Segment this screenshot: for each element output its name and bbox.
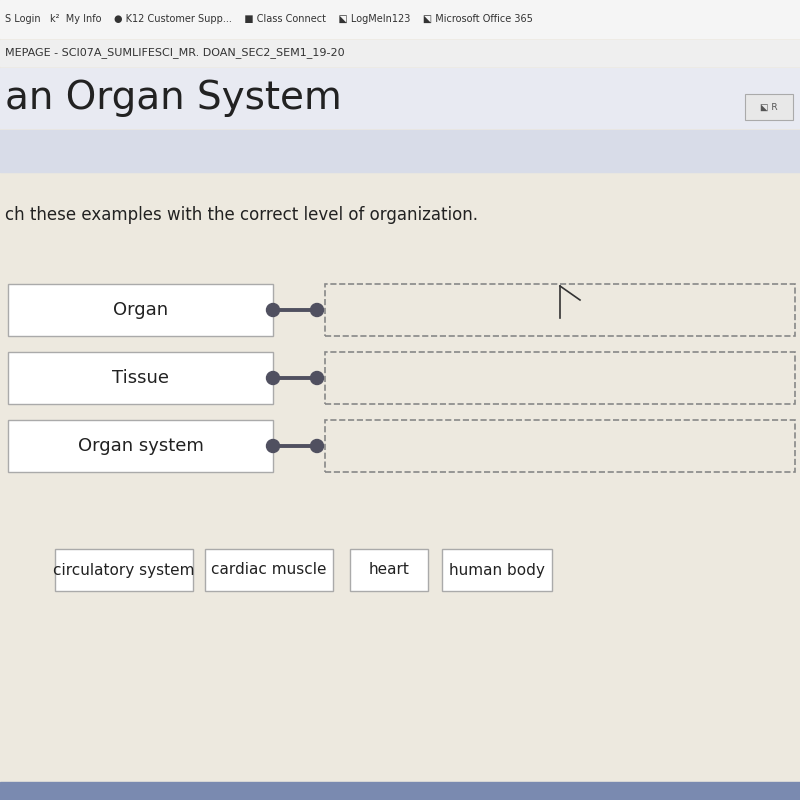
Text: ch these examples with the correct level of organization.: ch these examples with the correct level… (5, 206, 478, 224)
FancyBboxPatch shape (55, 549, 193, 591)
FancyBboxPatch shape (325, 284, 795, 336)
Circle shape (266, 371, 279, 385)
Text: Tissue: Tissue (112, 369, 169, 387)
Text: Organ: Organ (113, 301, 168, 319)
FancyBboxPatch shape (8, 420, 273, 472)
Bar (745, 94, 793, 120)
Text: cardiac muscle: cardiac muscle (211, 562, 326, 578)
Text: circulatory system: circulatory system (54, 562, 194, 578)
Text: S Login   k²  My Info    ● K12 Customer Supp...    ■ Class Connect    ⬕ LogMeIn1: S Login k² My Info ● K12 Customer Supp..… (5, 14, 533, 24)
Circle shape (310, 371, 323, 385)
FancyBboxPatch shape (325, 352, 795, 404)
FancyBboxPatch shape (8, 284, 273, 336)
Circle shape (310, 439, 323, 453)
Bar (0, 68, 800, 128)
Text: an Organ System: an Organ System (5, 79, 342, 117)
Circle shape (266, 303, 279, 317)
FancyBboxPatch shape (8, 352, 273, 404)
Bar (0, 130, 800, 172)
Text: MEPAGE - SCI07A_SUMLIFESCI_MR. DOAN_SEC2_SEM1_19-20: MEPAGE - SCI07A_SUMLIFESCI_MR. DOAN_SEC2… (5, 47, 345, 58)
FancyBboxPatch shape (350, 549, 428, 591)
Bar (0, 782, 800, 800)
Circle shape (266, 439, 279, 453)
Circle shape (310, 303, 323, 317)
FancyBboxPatch shape (442, 549, 552, 591)
FancyBboxPatch shape (325, 420, 795, 472)
Bar (0, 40, 800, 66)
Text: Organ system: Organ system (78, 437, 203, 455)
Text: human body: human body (449, 562, 545, 578)
Text: ⬕ R: ⬕ R (760, 102, 778, 111)
FancyBboxPatch shape (205, 549, 333, 591)
Text: heart: heart (369, 562, 410, 578)
Bar (0, 0, 800, 38)
